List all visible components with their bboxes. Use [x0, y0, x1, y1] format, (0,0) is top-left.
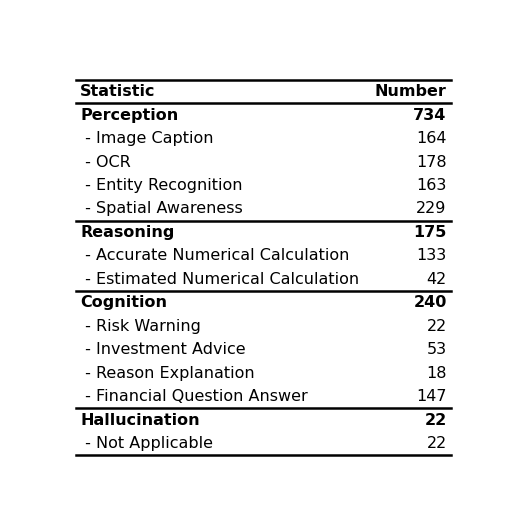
Text: Statistic: Statistic — [80, 84, 156, 99]
Text: - Accurate Numerical Calculation: - Accurate Numerical Calculation — [80, 249, 350, 263]
Text: - Investment Advice: - Investment Advice — [80, 342, 246, 357]
Text: 133: 133 — [416, 249, 447, 263]
Text: 734: 734 — [413, 108, 447, 122]
Text: 53: 53 — [427, 342, 447, 357]
Text: 22: 22 — [425, 413, 447, 428]
Text: Reasoning: Reasoning — [80, 225, 175, 240]
Text: - Entity Recognition: - Entity Recognition — [80, 178, 243, 193]
Text: 42: 42 — [427, 272, 447, 287]
Text: - OCR: - OCR — [80, 155, 131, 170]
Text: - Image Caption: - Image Caption — [80, 131, 214, 146]
Text: 18: 18 — [426, 366, 447, 381]
Text: 240: 240 — [413, 295, 447, 311]
Text: - Financial Question Answer: - Financial Question Answer — [80, 389, 308, 404]
Text: 22: 22 — [427, 436, 447, 451]
Text: Hallucination: Hallucination — [80, 413, 200, 428]
Text: Number: Number — [375, 84, 447, 99]
Text: 175: 175 — [413, 225, 447, 240]
Text: 178: 178 — [416, 155, 447, 170]
Text: 22: 22 — [427, 319, 447, 334]
Text: Perception: Perception — [80, 108, 178, 122]
Text: - Risk Warning: - Risk Warning — [80, 319, 201, 334]
Text: 163: 163 — [416, 178, 447, 193]
Text: 229: 229 — [416, 201, 447, 216]
Text: - Not Applicable: - Not Applicable — [80, 436, 213, 451]
Text: 164: 164 — [416, 131, 447, 146]
Text: - Spatial Awareness: - Spatial Awareness — [80, 201, 243, 216]
Text: Cognition: Cognition — [80, 295, 167, 311]
Text: - Estimated Numerical Calculation: - Estimated Numerical Calculation — [80, 272, 359, 287]
Text: 147: 147 — [416, 389, 447, 404]
Text: - Reason Explanation: - Reason Explanation — [80, 366, 255, 381]
